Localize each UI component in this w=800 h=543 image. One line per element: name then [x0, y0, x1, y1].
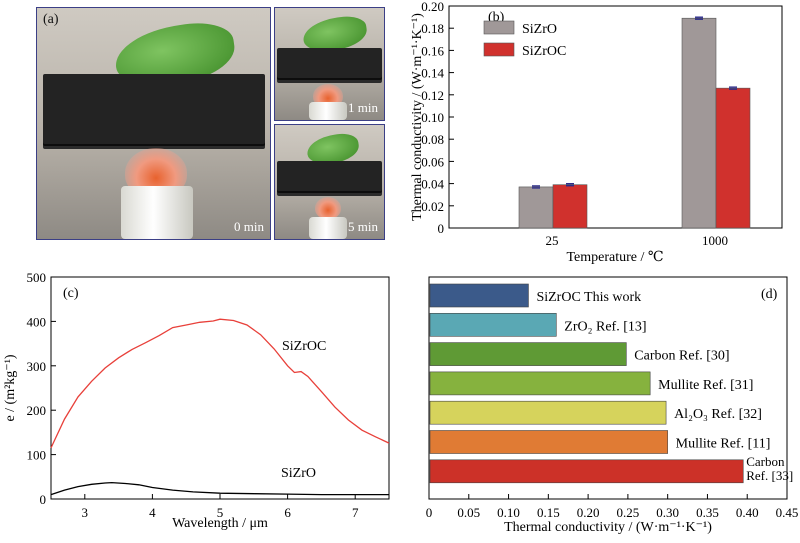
- chart-d-xtick-label: 0.15: [537, 505, 560, 520]
- chart-c-series-label: SiZrO: [281, 466, 316, 481]
- chart-c-xtick-label: 4: [149, 505, 156, 520]
- photo-1-min: 1 min: [274, 7, 385, 121]
- chart-d-bar: [429, 459, 744, 484]
- chart-b-ytick-label: 0.02: [421, 199, 444, 214]
- aerogel-slab: [277, 48, 382, 78]
- chart-c-xtick-label: 7: [352, 505, 359, 520]
- panel-a-label: (a): [43, 12, 59, 27]
- chart-b-ytick-label: 0.20: [421, 0, 444, 14]
- chart-d-frame: [428, 276, 788, 500]
- chart-c-xtick-label: 5: [217, 505, 224, 520]
- chart-b-bar: [715, 87, 751, 229]
- chart-d-bar-label: Al₂O₃ Ref. [32]: [674, 407, 762, 422]
- chart-d-panel-label: (d): [761, 287, 778, 302]
- chart-d-xtick-label: 0.25: [617, 505, 640, 520]
- chart-d-bar-label: Mullite Ref. [11]: [676, 437, 771, 452]
- chart-d-bar-label: Carbon Ref. [30]: [634, 349, 729, 364]
- photo-0-min: (a) 0 min: [36, 7, 271, 240]
- chart-d-xlabel: Thermal conductivity / (W·m⁻¹·K⁻¹): [504, 520, 712, 535]
- photo-time-label: 1 min: [348, 100, 378, 115]
- chart-d-xtick-label: 0.35: [696, 505, 719, 520]
- chart-d: (d) 0 0.05 0.10 0.15 0.20 0.25 0.30 0.35 0.40 0.4…: [426, 276, 799, 535]
- chart-c: (c) 0 100 200 300 400 500 3 4 5 6 7 SiZrOC SiZrO e…: [3, 270, 390, 531]
- burner-holder: [309, 102, 347, 120]
- chart-b-ytick-label: 0.18: [421, 21, 444, 36]
- chart-d-xtick-label: 0.20: [577, 505, 600, 520]
- chart-c-xtick-label: 6: [284, 505, 291, 520]
- chart-d-xtick-label: 0: [426, 505, 433, 520]
- chart-b-xlabel: Temperature / ℃: [566, 250, 663, 265]
- chart-b-xtick-label: 25: [546, 233, 559, 248]
- chart-d-xtick-label: 0.05: [457, 505, 480, 520]
- chart-d-bar-label: SiZrOC This work: [536, 290, 641, 305]
- chart-b-legend-swatch: [483, 42, 515, 57]
- chart-b-ytick-label: 0: [438, 221, 445, 236]
- chart-c-ytick-label: 0: [40, 492, 47, 507]
- chart-c-xlabel: Wavelength / μm: [172, 516, 268, 531]
- chart-c-xtick-label: 3: [82, 505, 89, 520]
- chart-b-ytick-label: 0.12: [421, 88, 444, 103]
- chart-b-bar: [552, 184, 588, 229]
- chart-b-bar: [518, 186, 554, 229]
- chart-c-panel-label: (c): [63, 286, 79, 301]
- chart-b-xtick-label: 1000: [702, 233, 728, 248]
- chart-c-ytick-label: 500: [27, 270, 47, 285]
- photo-5-min: 5 min: [274, 124, 385, 240]
- chart-b-ylabel: Thermal conductivity / (W·m⁻¹·K⁻¹): [410, 13, 425, 221]
- chart-c-ylabel: e / (m²kg⁻¹): [3, 354, 18, 421]
- chart-d-bar-label: Ref. [33]: [746, 468, 793, 483]
- chart-c-ytick-label: 400: [27, 314, 47, 329]
- chart-d-bar-label: ZrO₂ Ref. [13]: [564, 319, 646, 334]
- chart-d-xtick-label: 0.45: [776, 505, 799, 520]
- chart-d-xtick-label: 0.10: [497, 505, 520, 520]
- chart-d-bar: [429, 371, 651, 396]
- chart-b-ytick-label: 0.16: [421, 43, 444, 58]
- chart-b-ytick-label: 0.04: [421, 177, 444, 192]
- aerogel-slab: [277, 161, 382, 191]
- chart-b: (b) 00.020.040.060.080.100.120.140.160.1…: [410, 0, 783, 265]
- chart-c-ytick-label: 100: [27, 448, 47, 463]
- chart-c-ytick-label: 200: [27, 403, 47, 418]
- chart-d-bar: [429, 312, 557, 337]
- chart-b-legend-label: SiZrOC: [522, 44, 566, 59]
- burner-holder: [309, 217, 347, 239]
- chart-c-series-line: [50, 481, 389, 496]
- aerogel-slab: [43, 74, 265, 144]
- chart-b-ytick-label: 0.10: [421, 110, 444, 125]
- chart-c-series-label: SiZrOC: [282, 339, 326, 354]
- burner-holder: [121, 186, 193, 239]
- chart-b-ytick-label: 0.06: [421, 154, 444, 169]
- chart-d-xtick-label: 0.40: [736, 505, 759, 520]
- chart-d-bar: [429, 283, 529, 308]
- chart-d-bar: [429, 342, 627, 366]
- chart-d-bar-label: Carbon: [746, 454, 785, 469]
- chart-c-ytick-label: 300: [27, 359, 47, 374]
- chart-d-bar: [429, 400, 667, 425]
- chart-b-legend-label: SiZrO: [522, 22, 557, 37]
- photo-time-label: 5 min: [348, 219, 378, 234]
- chart-b-bar: [681, 17, 717, 229]
- chart-b-ytick-label: 0.08: [421, 132, 444, 147]
- chart-c-series-line: [50, 318, 390, 449]
- flame-icon: [315, 197, 341, 219]
- chart-d-xtick-label: 0.30: [656, 505, 679, 520]
- chart-b-legend-swatch: [483, 20, 515, 35]
- chart-d-bar: [429, 430, 668, 454]
- chart-c-frame: [50, 276, 390, 500]
- photo-time-label: 0 min: [234, 219, 264, 234]
- chart-d-bar-label: Mullite Ref. [31]: [658, 378, 753, 393]
- chart-b-ytick-label: 0.14: [421, 66, 444, 81]
